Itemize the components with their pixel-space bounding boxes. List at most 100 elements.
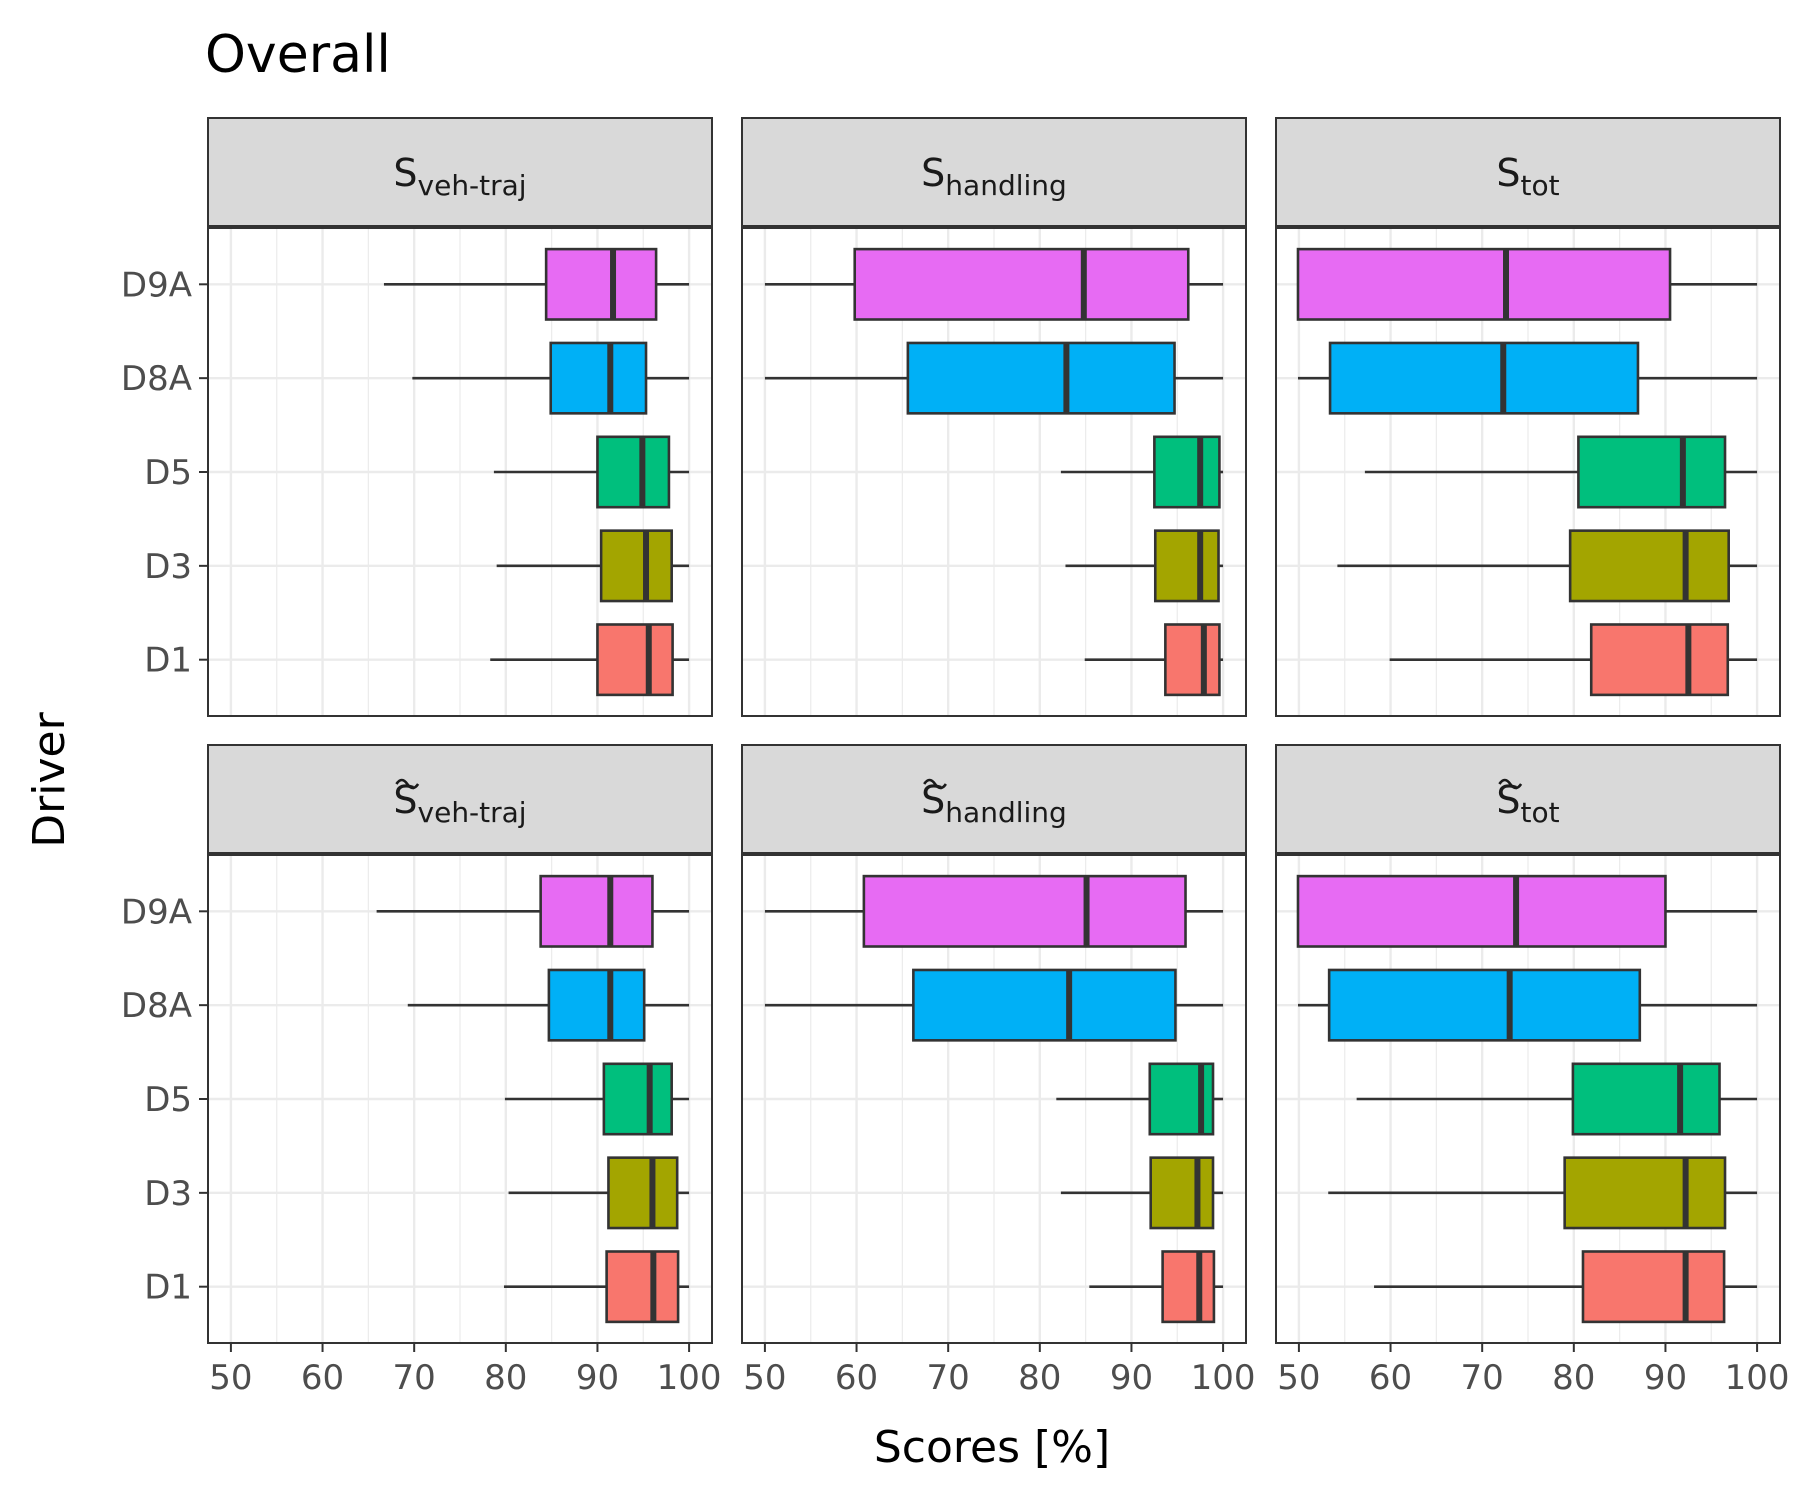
box-D8A	[412, 341, 690, 415]
x-tick-label: 100	[657, 1358, 722, 1398]
box-D9A	[383, 247, 690, 321]
box-D5	[1060, 435, 1224, 509]
facet-strip-label: Stot	[1496, 778, 1559, 829]
y-tick-label: D5	[144, 453, 192, 493]
box-iqr	[1149, 1156, 1215, 1230]
box-iqr	[1589, 623, 1730, 697]
box-D3	[508, 1156, 690, 1230]
x-tick-label: 50	[743, 1358, 786, 1398]
box-iqr	[549, 341, 648, 415]
box-D1	[1089, 1250, 1224, 1324]
facet-strip	[741, 744, 1247, 854]
x-tick-label: 50	[1277, 1358, 1320, 1398]
facet-panel-6: Stot 50 60 70 80 90 100	[1275, 744, 1790, 1398]
strip-label-subscript: handling	[945, 796, 1067, 829]
x-tick-label: 70	[393, 1358, 436, 1398]
facet-strip	[207, 117, 713, 227]
box-D5	[1356, 1062, 1758, 1136]
box-D8A	[764, 968, 1224, 1042]
panel-border	[741, 227, 1247, 717]
y-tick-label: D9A	[121, 892, 192, 932]
facet-panel-5: Shandling 50 60 70 80 90 100	[741, 744, 1256, 1398]
strip-label-main: S	[393, 778, 417, 822]
box-iqr	[1161, 1250, 1216, 1324]
box-D1	[1374, 1250, 1758, 1324]
box-iqr	[1153, 435, 1221, 509]
facet-strip-label: Sveh-traj	[393, 151, 526, 202]
box-D5	[493, 435, 690, 509]
x-tick-label: 100	[1191, 1358, 1256, 1398]
strip-label-main: S	[1496, 778, 1520, 822]
box-iqr	[1563, 1156, 1727, 1230]
box-D5	[1056, 1062, 1224, 1136]
box-iqr	[539, 874, 654, 948]
box-iqr	[1153, 529, 1220, 603]
box-iqr	[853, 247, 1190, 321]
x-axis-title: Scores [%]	[874, 1422, 1110, 1473]
y-tick-label: D3	[144, 1174, 192, 1214]
x-tick-label: 60	[301, 1358, 344, 1398]
facet-strip-label: Shandling	[921, 778, 1067, 829]
strip-label-subscript: tot	[1521, 796, 1560, 829]
tilde-accent	[395, 778, 420, 790]
box-iqr	[1328, 341, 1640, 415]
x-tick-label: 70	[927, 1358, 970, 1398]
x-tick-label: 100	[1725, 1358, 1790, 1398]
y-tick-label: D3	[144, 547, 192, 587]
facet-panel-1: Sveh-traj D1 D3 D5 D8A D9A	[121, 117, 713, 717]
x-tick-label: 80	[1018, 1358, 1061, 1398]
box-iqr	[602, 1062, 673, 1136]
panel-border	[741, 854, 1247, 1344]
box-D8A	[1297, 968, 1758, 1042]
box-D9A	[1296, 874, 1758, 948]
box-iqr	[862, 874, 1187, 948]
x-tick-label: 60	[835, 1358, 878, 1398]
box-iqr	[1568, 529, 1730, 603]
strip-label-subscript: tot	[1521, 169, 1560, 202]
box-iqr	[1296, 874, 1667, 948]
strip-label-subscript: handling	[945, 169, 1067, 202]
facet-strip-label: Shandling	[921, 151, 1067, 202]
panel-border	[1275, 854, 1781, 1344]
box-iqr	[599, 529, 673, 603]
x-tick-label: 70	[1461, 1358, 1504, 1398]
chart-title: Overall	[205, 25, 391, 85]
box-iqr	[1577, 435, 1727, 509]
box-D8A	[407, 968, 690, 1042]
strip-label-subscript: veh-traj	[418, 796, 527, 829]
box-D3	[1328, 1156, 1758, 1230]
strip-label-main: S	[393, 151, 417, 195]
x-tick-label: 90	[576, 1358, 619, 1398]
facet-strip	[1275, 117, 1781, 227]
box-D3	[1060, 1156, 1224, 1230]
y-tick-label: D8A	[121, 986, 192, 1026]
facet-strip	[741, 117, 1247, 227]
y-tick-label: D1	[144, 1268, 192, 1308]
facet-strip-label: Sveh-traj	[393, 778, 526, 829]
y-tick-label: D9A	[121, 265, 192, 305]
box-iqr	[605, 1250, 680, 1324]
facet-strip	[207, 744, 713, 854]
strip-label-main: S	[921, 151, 945, 195]
tilde-accent	[923, 778, 947, 790]
y-tick-label: D1	[144, 641, 192, 681]
box-D1	[490, 623, 690, 697]
facet-strip-label: Stot	[1496, 151, 1559, 202]
x-tick-label: 80	[484, 1358, 527, 1398]
box-iqr	[1164, 623, 1221, 697]
box-iqr	[906, 341, 1176, 415]
box-D3	[1337, 529, 1758, 603]
box-D5	[504, 1062, 690, 1136]
box-D9A	[376, 874, 690, 948]
facet-panel-2: Shandling	[741, 117, 1247, 717]
x-tick-label: 50	[209, 1358, 252, 1398]
y-tick-label: D8A	[121, 359, 192, 399]
box-iqr	[547, 968, 646, 1042]
x-tick-label: 60	[1369, 1358, 1412, 1398]
box-D8A	[1297, 341, 1758, 415]
box-iqr	[596, 435, 671, 509]
facet-strip	[1275, 744, 1781, 854]
facet-panel-4: Sveh-traj D1 D3 D5 D8A D9A 50 60 70 80 90 100	[121, 744, 722, 1398]
box-D8A	[764, 341, 1224, 415]
